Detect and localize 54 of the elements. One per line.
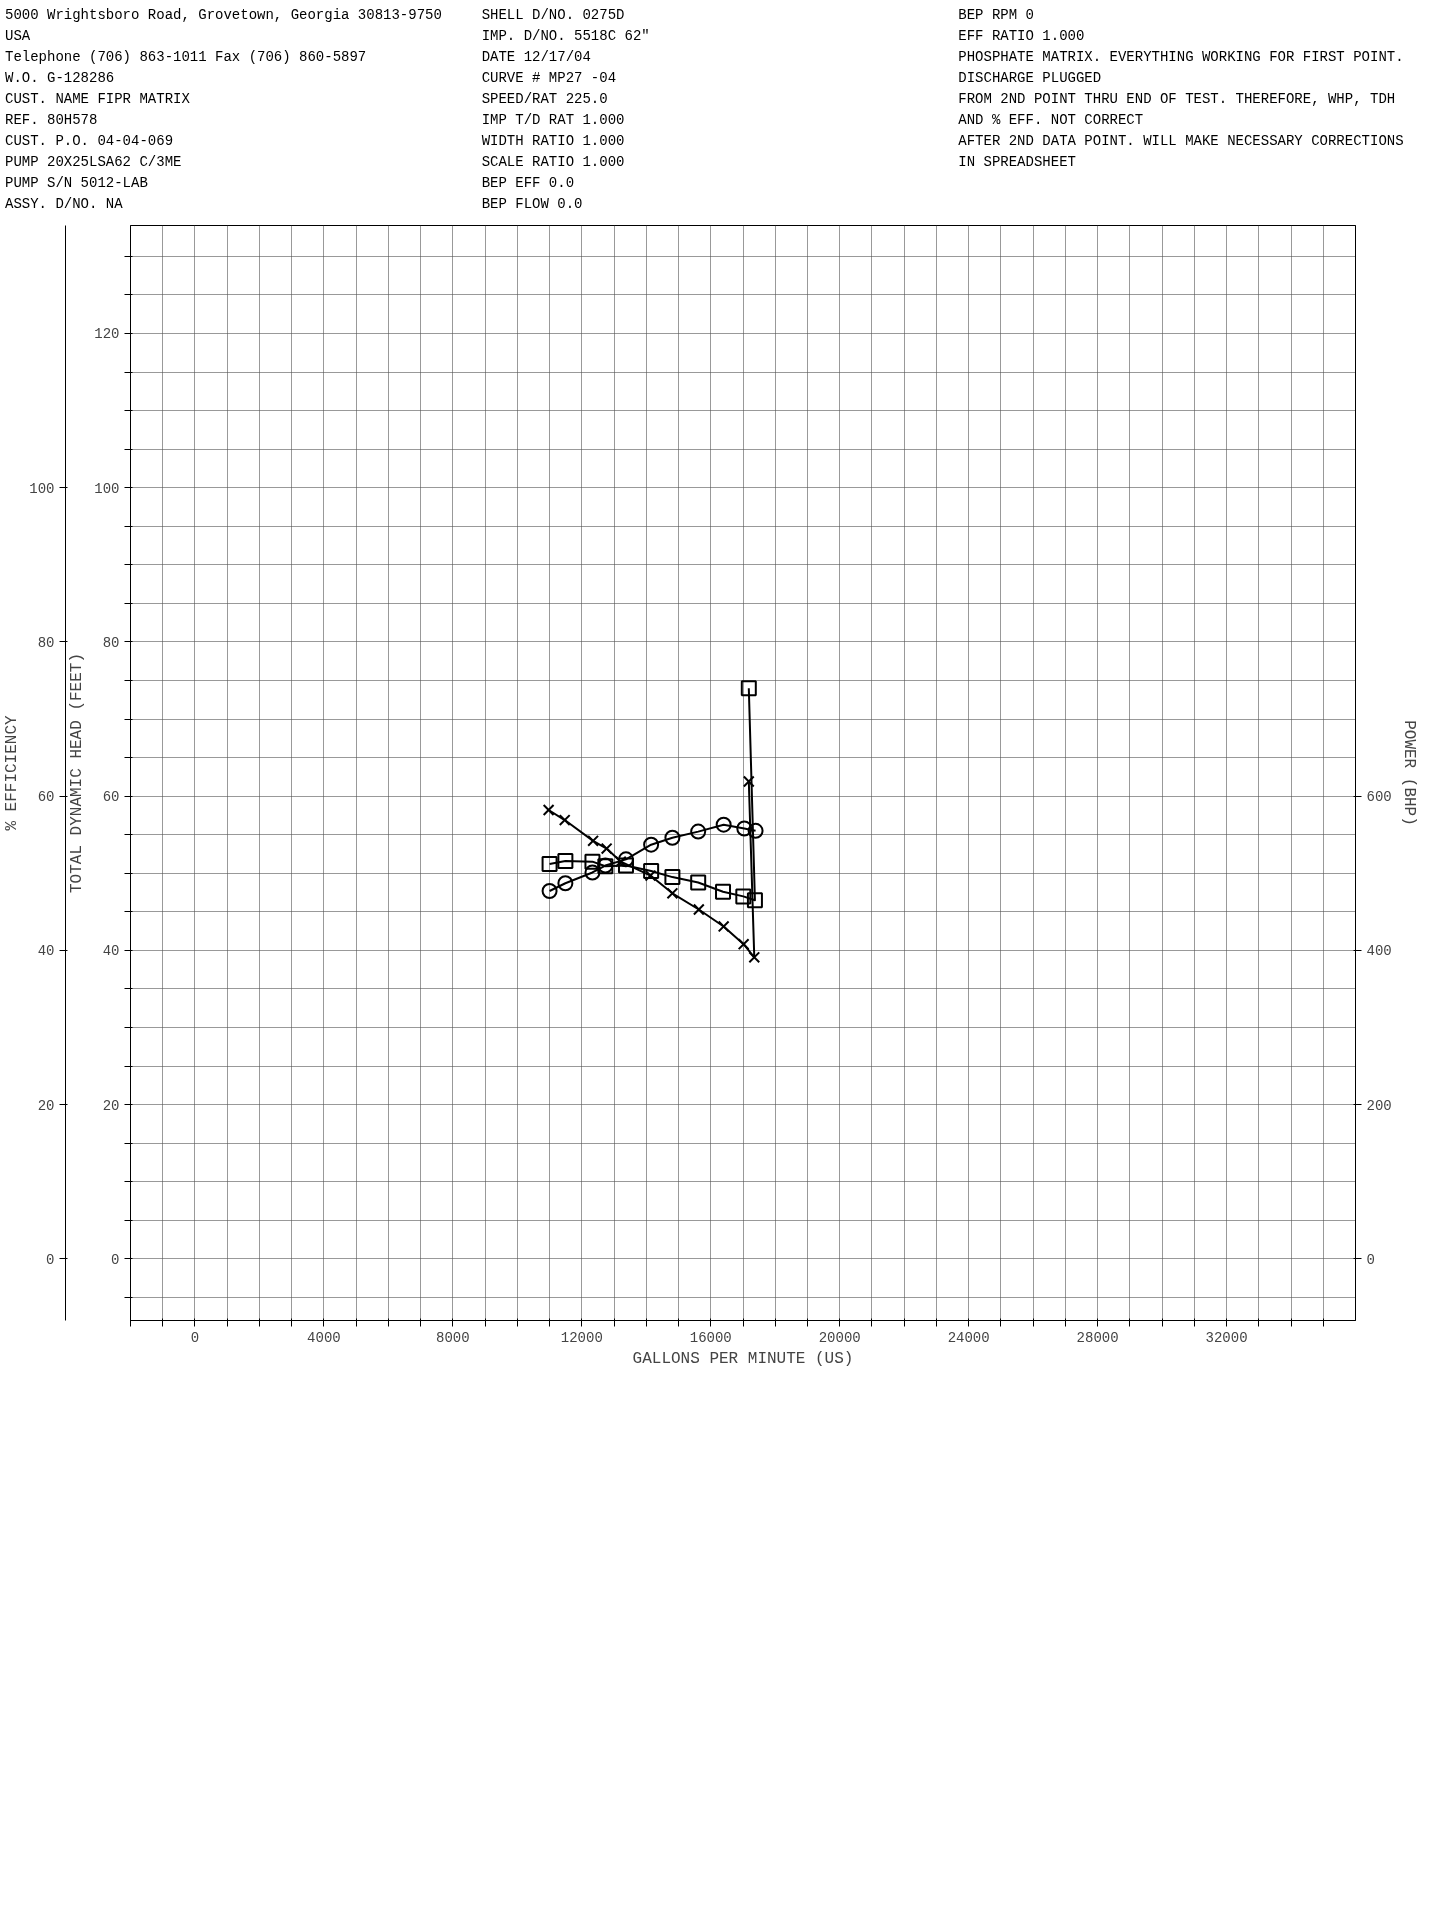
x-tick-label: 0 (190, 1329, 200, 1346)
text: IMP T/D RAT 1.000 (481, 111, 626, 130)
y-tick-label: 120 (94, 326, 120, 343)
text: SPEED/RAT 225.0 (481, 90, 609, 109)
y-tick-label: 100 (94, 480, 120, 497)
y-tick-label: 20 (102, 1097, 120, 1114)
text: SCALE RATIO 1.000 (481, 153, 626, 172)
text: REF. 80H578 (5, 111, 99, 130)
text: CURVE # MP27 -04 (481, 69, 618, 88)
text: BEP FLOW 0.0 (481, 195, 584, 214)
text: AFTER 2ND DATA POINT. WILL MAKE NECESSARY CORRECTIONS IN SPREADSHEET (958, 132, 1405, 172)
text: PUMP S/N 5012-LAB (5, 174, 149, 193)
x-tick-label: 16000 (689, 1329, 732, 1346)
text: CUST. NAME FIPR MATRIX (5, 90, 191, 109)
text: W.O. G-128286 (5, 69, 116, 88)
text: Telephone (706) 863-1011 Fax (706) 860-5897 (5, 48, 368, 67)
text: BEP RPM 0 (958, 6, 1035, 25)
text: IMP. D/NO. 5518C 62" (481, 27, 651, 46)
x-tick-label: 12000 (560, 1329, 603, 1346)
x-tick-label: 4000 (307, 1329, 341, 1346)
y2-tick-label: 100 (29, 480, 55, 497)
x-tick-label: 28000 (1076, 1329, 1119, 1346)
x-tick-label: 8000 (436, 1329, 470, 1346)
text: PUMP 20X25LSA62 C/3ME (5, 153, 183, 172)
y2-tick-label: 80 (37, 634, 55, 651)
y2-tick-label: 40 (37, 943, 55, 960)
y3-tick-label: 200 (1366, 1097, 1392, 1114)
y3-axis-title: POWER (BHP) (1399, 720, 1418, 826)
y3-tick-label: 0 (1366, 1251, 1375, 1268)
x-tick-label: 32000 (1205, 1329, 1248, 1346)
y2-tick-label: 60 (37, 789, 55, 806)
y2-tick-label: 0 (46, 1251, 55, 1268)
text: PHOSPHATE MATRIX. EVERYTHING WORKING FOR FIRST POINT. DISCHARGE PLUGGED (958, 48, 1405, 88)
y-tick-label: 0 (111, 1251, 120, 1268)
x-axis-title: GALLONS PER MINUTE (US) (632, 1349, 854, 1368)
y-tick-label: 80 (102, 634, 120, 651)
x-tick-label: 24000 (947, 1329, 990, 1346)
text: ASSY. D/NO. NA (5, 195, 124, 214)
y2-tick-label: 20 (37, 1097, 55, 1114)
text: SHELL D/NO. 0275D (481, 6, 626, 25)
text: 5000 Wrightsboro Road, Grovetown, Georgia 30813-9750 USA (5, 6, 443, 46)
x-tick-label: 20000 (818, 1329, 861, 1346)
text: DATE 12/17/04 (481, 48, 592, 67)
text: CUST. P.O. 04-04-069 (5, 132, 175, 151)
text: BEP EFF 0.0 (481, 174, 576, 193)
text: EFF RATIO 1.000 (958, 27, 1086, 46)
y-tick-label: 60 (102, 789, 120, 806)
y-tick-label: 40 (102, 943, 120, 960)
y3-tick-label: 600 (1366, 789, 1392, 806)
y-axis-title: TOTAL DYNAMIC HEAD (FEET) (68, 652, 87, 894)
text: WIDTH RATIO 1.000 (481, 132, 626, 151)
y3-tick-label: 400 (1366, 943, 1392, 960)
text: FROM 2ND POINT THRU END OF TEST. THEREFORE, WHP, TDH AND % EFF. NOT CORRECT (958, 90, 1397, 130)
y2-axis-title: % EFFICIENCY (3, 714, 22, 831)
